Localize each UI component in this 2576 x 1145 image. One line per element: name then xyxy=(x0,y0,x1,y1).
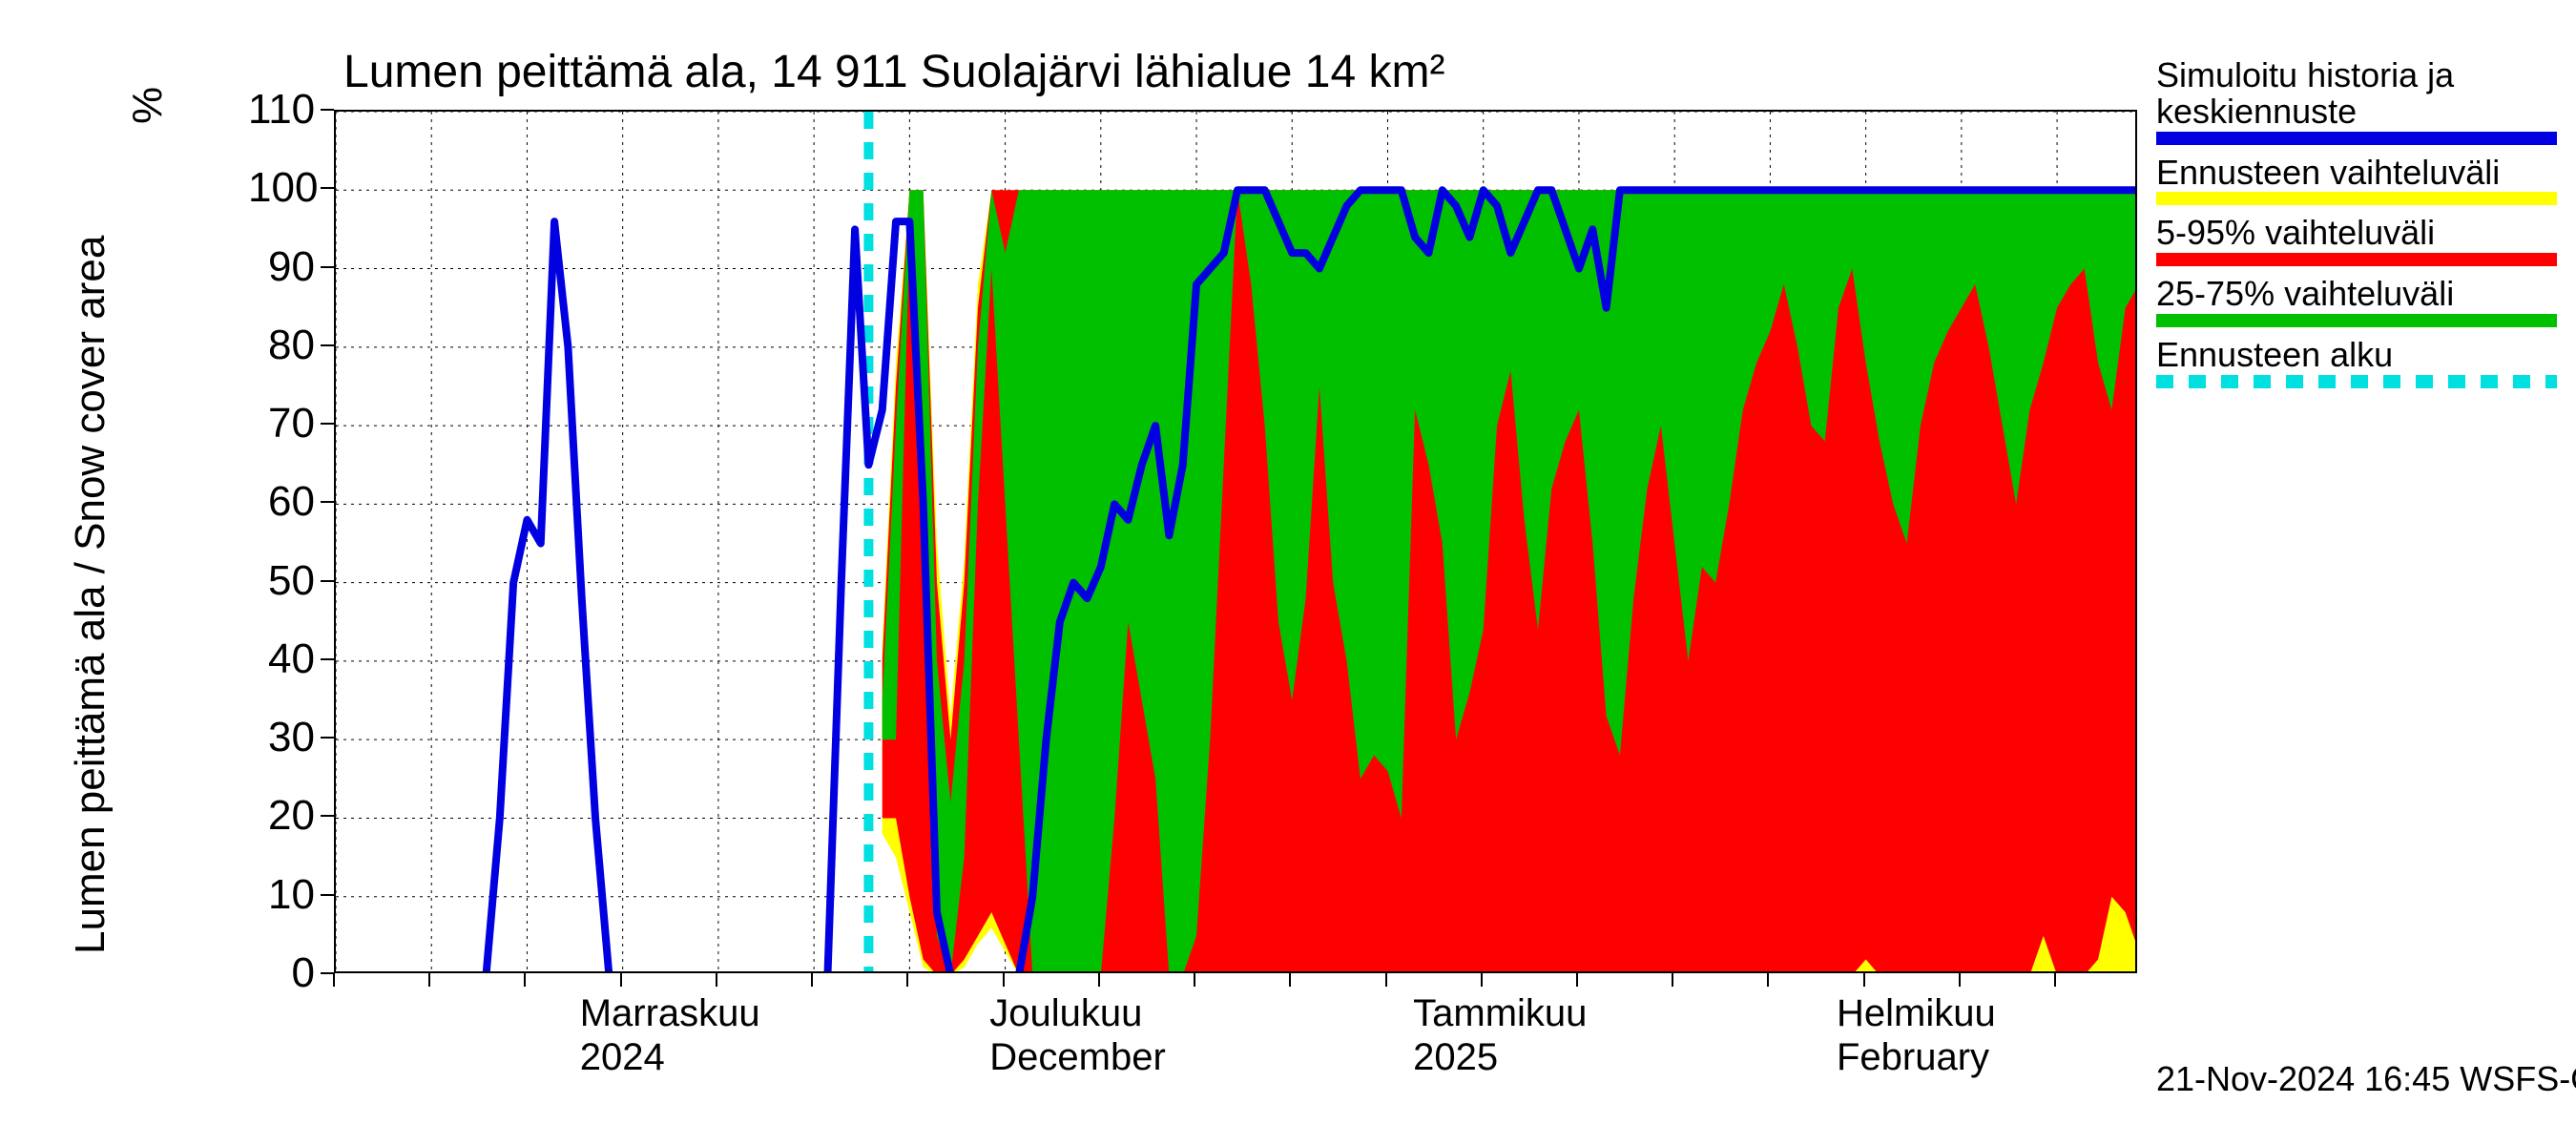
legend-label: Simuloitu historia ja keskiennuste xyxy=(2156,57,2557,130)
x-tick-mark xyxy=(2054,973,2056,987)
y-tick-mark xyxy=(321,580,334,582)
x-tick-mark xyxy=(1289,973,1291,987)
x-tick-mark xyxy=(1194,973,1195,987)
x-month-en: December xyxy=(989,1036,1166,1079)
y-axis-label: Lumen peittämä ala / Snow cover area xyxy=(67,236,114,954)
x-month-fi: Helmikuu xyxy=(1837,992,1996,1035)
y-tick: 10 xyxy=(248,871,315,919)
x-month-en: 2025 xyxy=(1413,1036,1498,1079)
legend-swatch xyxy=(2156,192,2557,205)
x-tick-mark xyxy=(1003,973,1005,987)
legend-label: Ennusteen alku xyxy=(2156,337,2557,373)
x-tick-mark xyxy=(1863,973,1865,987)
y-tick: 30 xyxy=(248,714,315,761)
x-tick-mark xyxy=(620,973,622,987)
y-tick: 90 xyxy=(248,243,315,291)
legend-entry: 25-75% vaihteluväli xyxy=(2156,276,2557,327)
legend-swatch xyxy=(2156,375,2557,388)
plot-area xyxy=(334,110,2137,973)
y-tick: 70 xyxy=(248,400,315,448)
y-tick: 20 xyxy=(248,792,315,840)
y-tick-mark xyxy=(321,658,334,660)
x-tick-mark xyxy=(1481,973,1483,987)
legend-swatch xyxy=(2156,132,2557,145)
legend-swatch xyxy=(2156,253,2557,266)
x-month-fi: Tammikuu xyxy=(1413,992,1587,1035)
x-tick-mark xyxy=(428,973,430,987)
chart-root: Lumen peittämä ala, 14 911 Suolajärvi lä… xyxy=(0,0,2576,1145)
x-tick-mark xyxy=(906,973,908,987)
legend-entry: Simuloitu historia ja keskiennuste xyxy=(2156,57,2557,145)
x-tick-mark xyxy=(811,973,813,987)
y-tick-mark xyxy=(321,109,334,111)
y-axis-unit: % xyxy=(124,87,172,124)
y-tick-mark xyxy=(321,501,334,503)
y-tick-mark xyxy=(321,266,334,268)
x-tick-mark xyxy=(1767,973,1769,987)
y-tick-mark xyxy=(321,972,334,974)
y-tick-mark xyxy=(321,423,334,425)
x-tick-mark xyxy=(333,973,335,987)
y-tick-mark xyxy=(321,894,334,896)
x-tick-mark xyxy=(524,973,526,987)
y-tick-mark xyxy=(321,344,334,346)
y-tick-mark xyxy=(321,737,334,739)
legend-entry: Ennusteen alku xyxy=(2156,337,2557,388)
chart-title: Lumen peittämä ala, 14 911 Suolajärvi lä… xyxy=(343,46,1444,98)
legend-label: 5-95% vaihteluväli xyxy=(2156,215,2557,251)
y-tick: 40 xyxy=(248,635,315,683)
x-tick-mark xyxy=(716,973,717,987)
x-tick-mark xyxy=(1959,973,1961,987)
x-tick-mark xyxy=(1385,973,1387,987)
y-tick: 110 xyxy=(248,86,315,134)
x-tick-mark xyxy=(1576,973,1578,987)
y-tick: 0 xyxy=(248,949,315,997)
x-month-fi: Marraskuu xyxy=(580,992,760,1035)
y-tick: 80 xyxy=(248,322,315,369)
plot-svg xyxy=(336,112,2137,973)
y-tick: 60 xyxy=(248,478,315,526)
legend: Simuloitu historia ja keskiennuste Ennust… xyxy=(2156,57,2557,398)
x-tick-mark xyxy=(1672,973,1673,987)
x-month-en: 2024 xyxy=(580,1036,665,1079)
y-tick: 50 xyxy=(248,557,315,605)
x-month-fi: Joulukuu xyxy=(989,992,1142,1035)
footer-timestamp: 21-Nov-2024 16:45 WSFS-O xyxy=(2156,1059,2576,1099)
y-tick-mark xyxy=(321,815,334,817)
legend-label: Ennusteen vaihteluväli xyxy=(2156,155,2557,191)
x-month-en: February xyxy=(1837,1036,1989,1079)
legend-swatch xyxy=(2156,314,2557,327)
legend-entry: Ennusteen vaihteluväli xyxy=(2156,155,2557,206)
legend-label: 25-75% vaihteluväli xyxy=(2156,276,2557,312)
y-tick-mark xyxy=(321,187,334,189)
x-tick-mark xyxy=(1098,973,1100,987)
y-tick: 100 xyxy=(248,164,315,212)
legend-entry: 5-95% vaihteluväli xyxy=(2156,215,2557,266)
